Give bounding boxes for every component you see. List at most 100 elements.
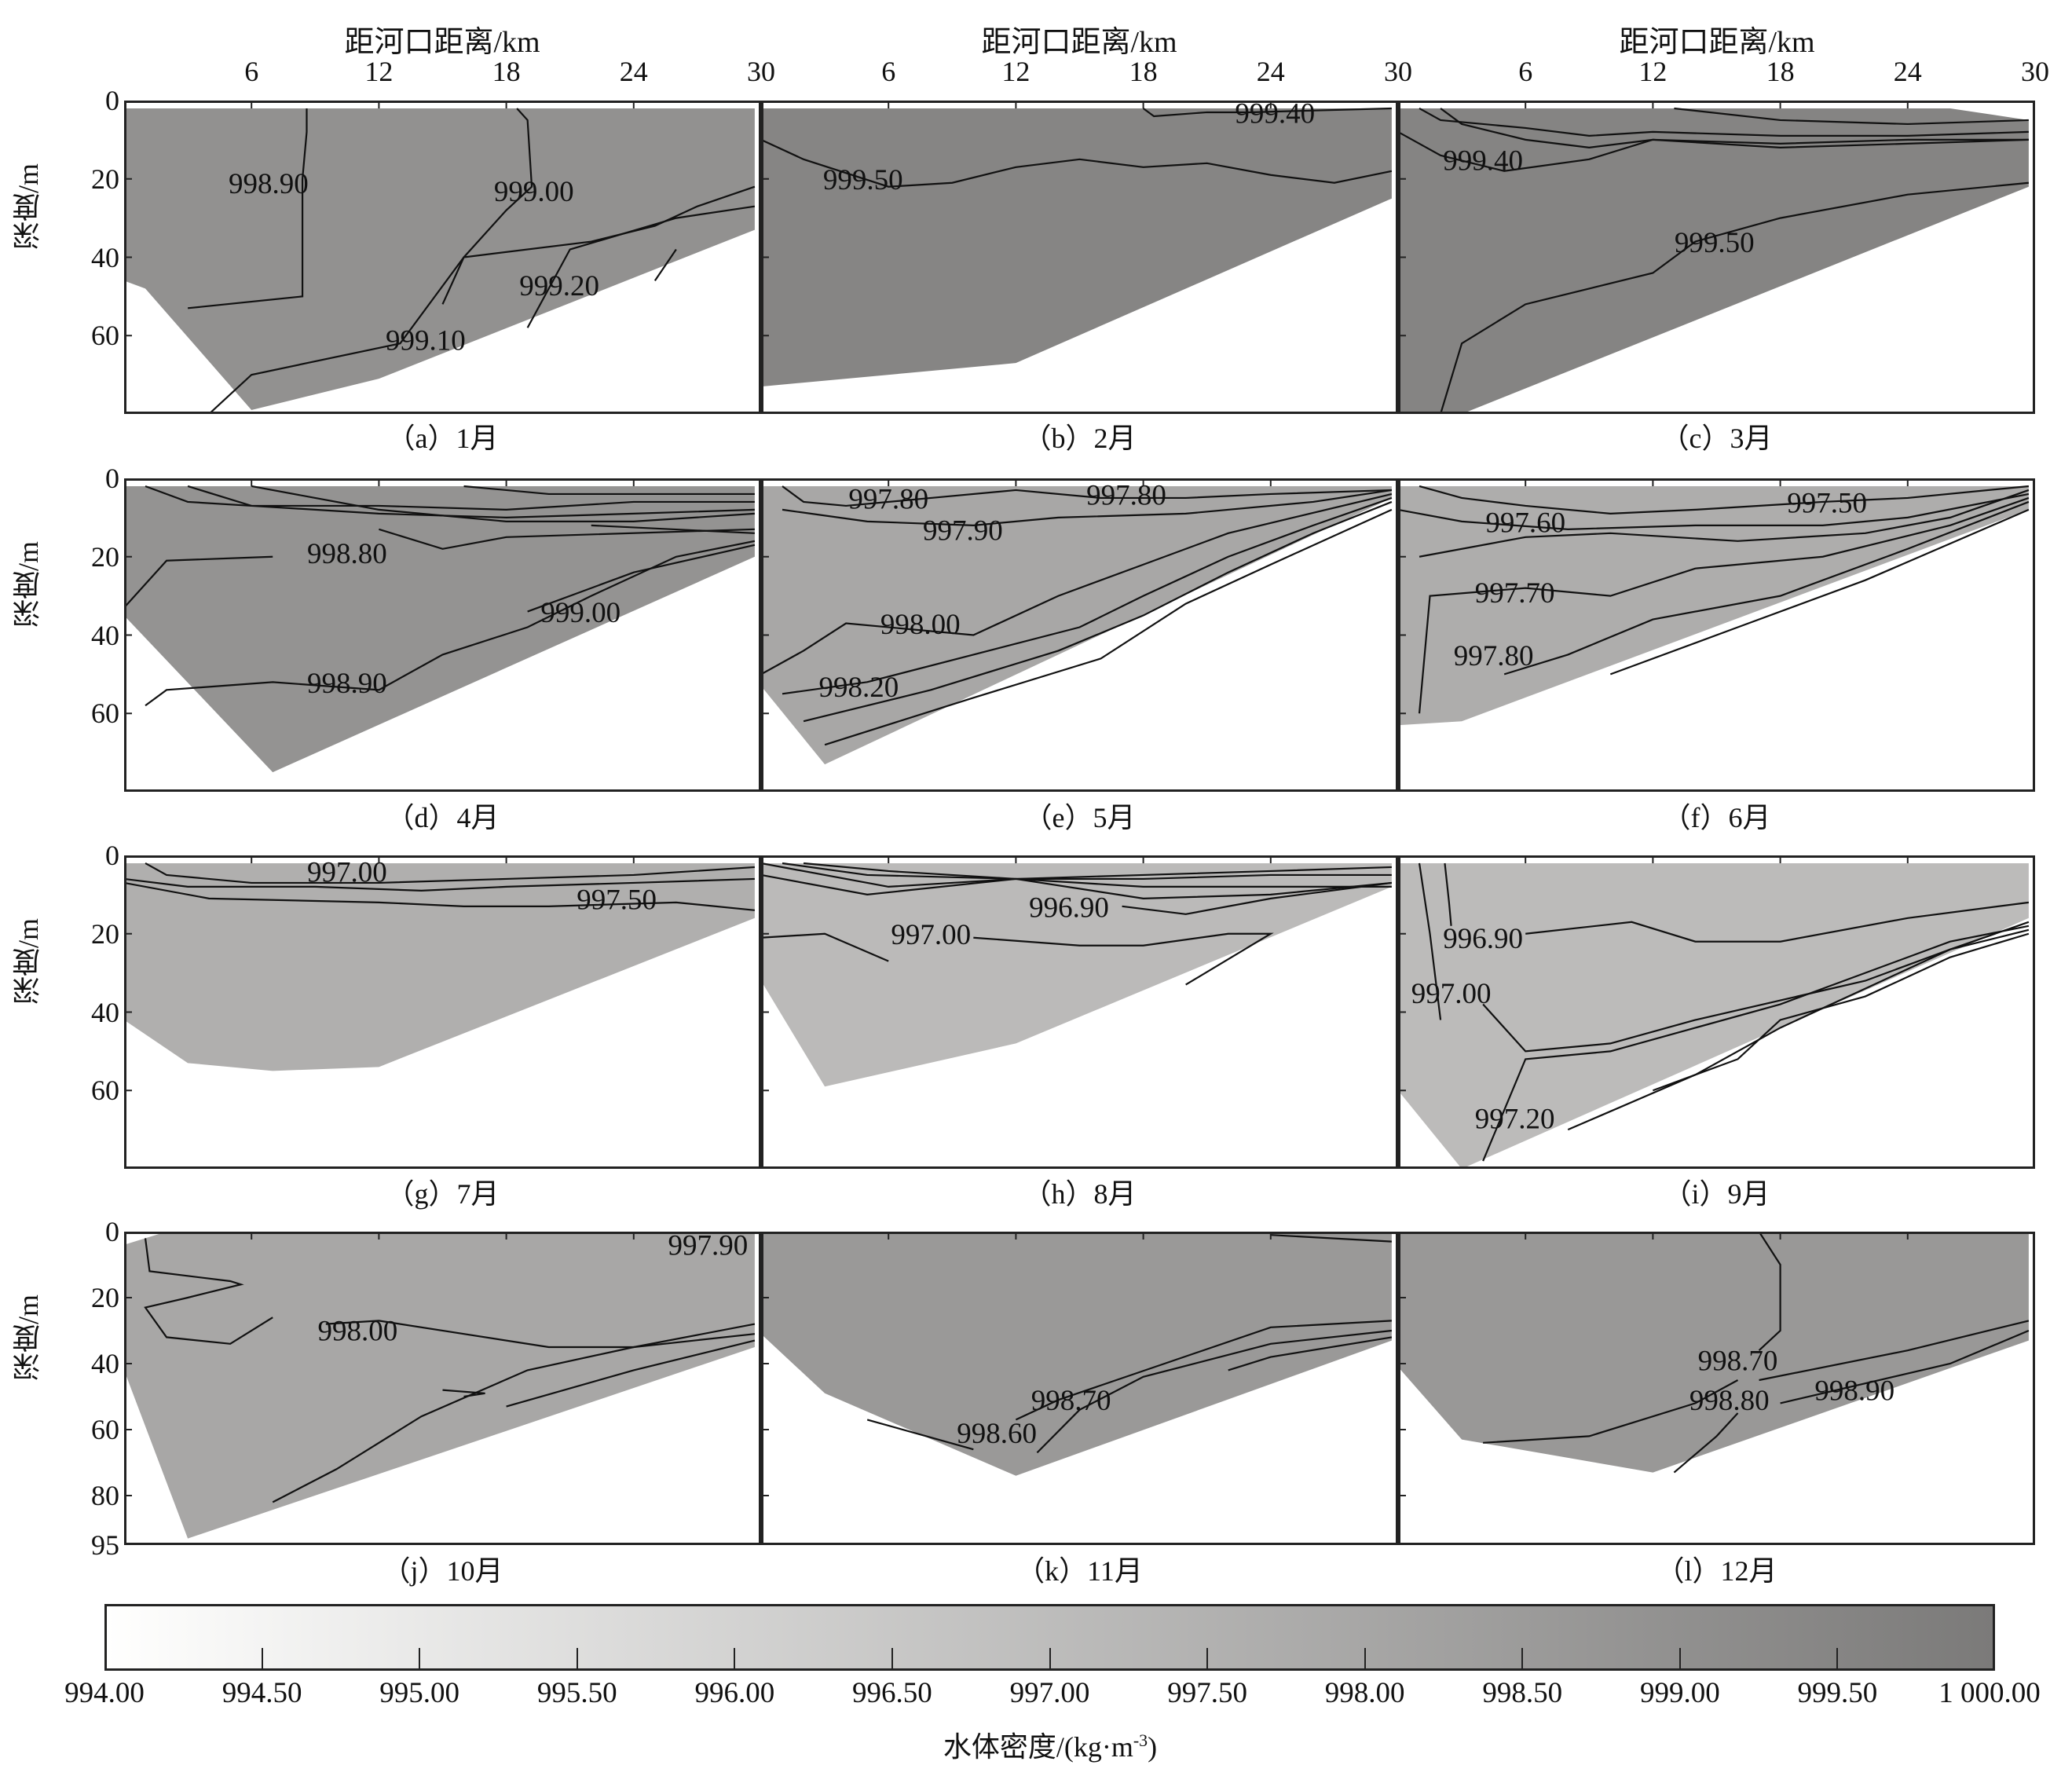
contour-label: 998.80 <box>307 538 387 570</box>
contour-line <box>1440 108 2029 148</box>
contour-line <box>782 862 1392 881</box>
colorbar-tick-label: 994.50 <box>221 1677 302 1709</box>
contour-line <box>251 485 755 522</box>
x-tick-label: 30 <box>1384 56 1412 87</box>
panel-f: 997.60 997.50 997.70 997.80 <box>1398 478 2035 792</box>
contour-label: 997.70 <box>1475 577 1555 610</box>
panel-frame <box>124 101 761 414</box>
section-fill <box>124 485 755 773</box>
contour-line <box>591 524 755 534</box>
panel-frame <box>1398 101 2035 414</box>
colorbar-title-text: 水体密度/(kg·m <box>943 1731 1133 1763</box>
y-tick-label: 40 <box>91 1348 119 1379</box>
panel-c: 999.40 999.50 <box>1398 101 2035 414</box>
panel-frame <box>1398 478 2035 792</box>
colorbar-tick-label: 996.00 <box>694 1677 775 1709</box>
contour-line <box>1419 489 2030 558</box>
contour-line <box>1609 508 2030 676</box>
contour-line <box>1759 1320 2030 1382</box>
colorbar-title-end: ) <box>1148 1731 1158 1763</box>
contour-line <box>782 485 1392 507</box>
contour-line <box>1419 108 2029 137</box>
x-tick-label: 12 <box>1638 56 1667 87</box>
contour-label: 998.00 <box>317 1316 397 1348</box>
panel-h: 996.90 997.00 <box>761 855 1398 1169</box>
contour-label: 997.60 <box>1485 507 1565 539</box>
contour-line <box>506 1339 756 1408</box>
contour-label: 996.90 <box>1443 923 1523 955</box>
contour-label: 996.90 <box>1029 892 1109 924</box>
colorbar-tick-mark <box>1206 1648 1209 1670</box>
contour-line <box>187 108 308 309</box>
contour-label: 999.40 <box>1235 101 1315 130</box>
contour-label: 998.90 <box>229 168 309 200</box>
contour-line <box>325 1320 756 1349</box>
contour-label: 999.10 <box>386 325 466 357</box>
panel-frame <box>124 1232 761 1545</box>
panel-frame <box>124 478 761 792</box>
contour-line <box>526 205 756 328</box>
y-tick-label: 20 <box>91 163 119 195</box>
contour-line <box>866 1419 974 1451</box>
colorbar-tick-label: 997.00 <box>1009 1677 1090 1709</box>
colorbar-title-sup: -3 <box>1133 1730 1148 1750</box>
x-tick-label: 24 <box>1893 56 1922 87</box>
colorbar-tick-label: 995.00 <box>379 1677 460 1709</box>
colorbar-tick-mark <box>734 1648 736 1670</box>
contour-label: 998.70 <box>1698 1345 1778 1377</box>
contour-line <box>124 555 273 609</box>
x-tick-label: 30 <box>2021 56 2049 87</box>
y-tick-label: 0 <box>105 840 119 871</box>
contour-line <box>1674 107 2029 126</box>
colorbar-tick-label: 994.00 <box>64 1677 145 1709</box>
contour-label: 997.90 <box>923 514 1003 547</box>
panel-frame <box>761 101 1398 414</box>
y-tick-label: 60 <box>91 1075 119 1107</box>
x-tick-label: 12 <box>1001 56 1031 87</box>
x-tick-label: 18 <box>1766 56 1795 87</box>
contour-line <box>124 881 755 911</box>
section-fill <box>1398 108 2029 414</box>
contour-line <box>1503 500 2030 676</box>
x-tick-label: 6 <box>1518 56 1533 87</box>
contour-line <box>1398 130 2029 172</box>
y-tick-label: 60 <box>91 320 119 352</box>
panel-caption-e: （e）5月 <box>1023 802 1136 833</box>
contour-line <box>1228 1336 1393 1371</box>
colorbar-tick-label: 999.50 <box>1797 1677 1878 1709</box>
x-tick-label: 30 <box>747 56 775 87</box>
contour-label: 997.80 <box>848 483 928 515</box>
contour-line <box>1444 862 1452 926</box>
x-tick-label: 24 <box>619 56 648 87</box>
contour-label: 997.50 <box>1787 487 1867 519</box>
panel-caption-l: （l）12月 <box>1656 1555 1777 1587</box>
contour-label: 999.00 <box>540 597 621 629</box>
x-tick-label: 6 <box>244 56 259 87</box>
contour-line <box>144 1238 273 1345</box>
contour-line <box>1673 1412 1739 1474</box>
colorbar-tick-mark <box>261 1648 263 1670</box>
contour-label: 997.00 <box>307 856 387 888</box>
y-tick-label: 0 <box>105 1216 119 1247</box>
x-tick-label: 12 <box>364 56 394 87</box>
colorbar-tick-mark <box>1364 1648 1366 1670</box>
y-axis-label: 深度/m <box>13 541 44 628</box>
contour-line <box>1482 925 2030 1162</box>
contour-line <box>1398 1232 1781 1352</box>
panel-frame <box>1398 1232 2035 1545</box>
panel-l: 998.70 998.80 998.90 <box>1398 1232 2035 1545</box>
colorbar-tick-label: 998.50 <box>1482 1677 1563 1709</box>
contour-line <box>782 496 1393 695</box>
x-axis-title-col1: 距河口距离/km <box>344 26 540 59</box>
panel-frame <box>1398 855 2035 1169</box>
section-fill <box>1398 485 2029 726</box>
contour-label: 999.50 <box>823 164 903 196</box>
contour-line <box>379 528 755 550</box>
section-fill <box>124 1232 755 1539</box>
contour-line <box>1440 181 2029 414</box>
contour-label: 997.80 <box>1086 479 1166 511</box>
contour-line <box>1418 496 2030 714</box>
y-tick-label: 20 <box>91 1282 119 1313</box>
x-tick-label: 24 <box>1256 56 1285 87</box>
